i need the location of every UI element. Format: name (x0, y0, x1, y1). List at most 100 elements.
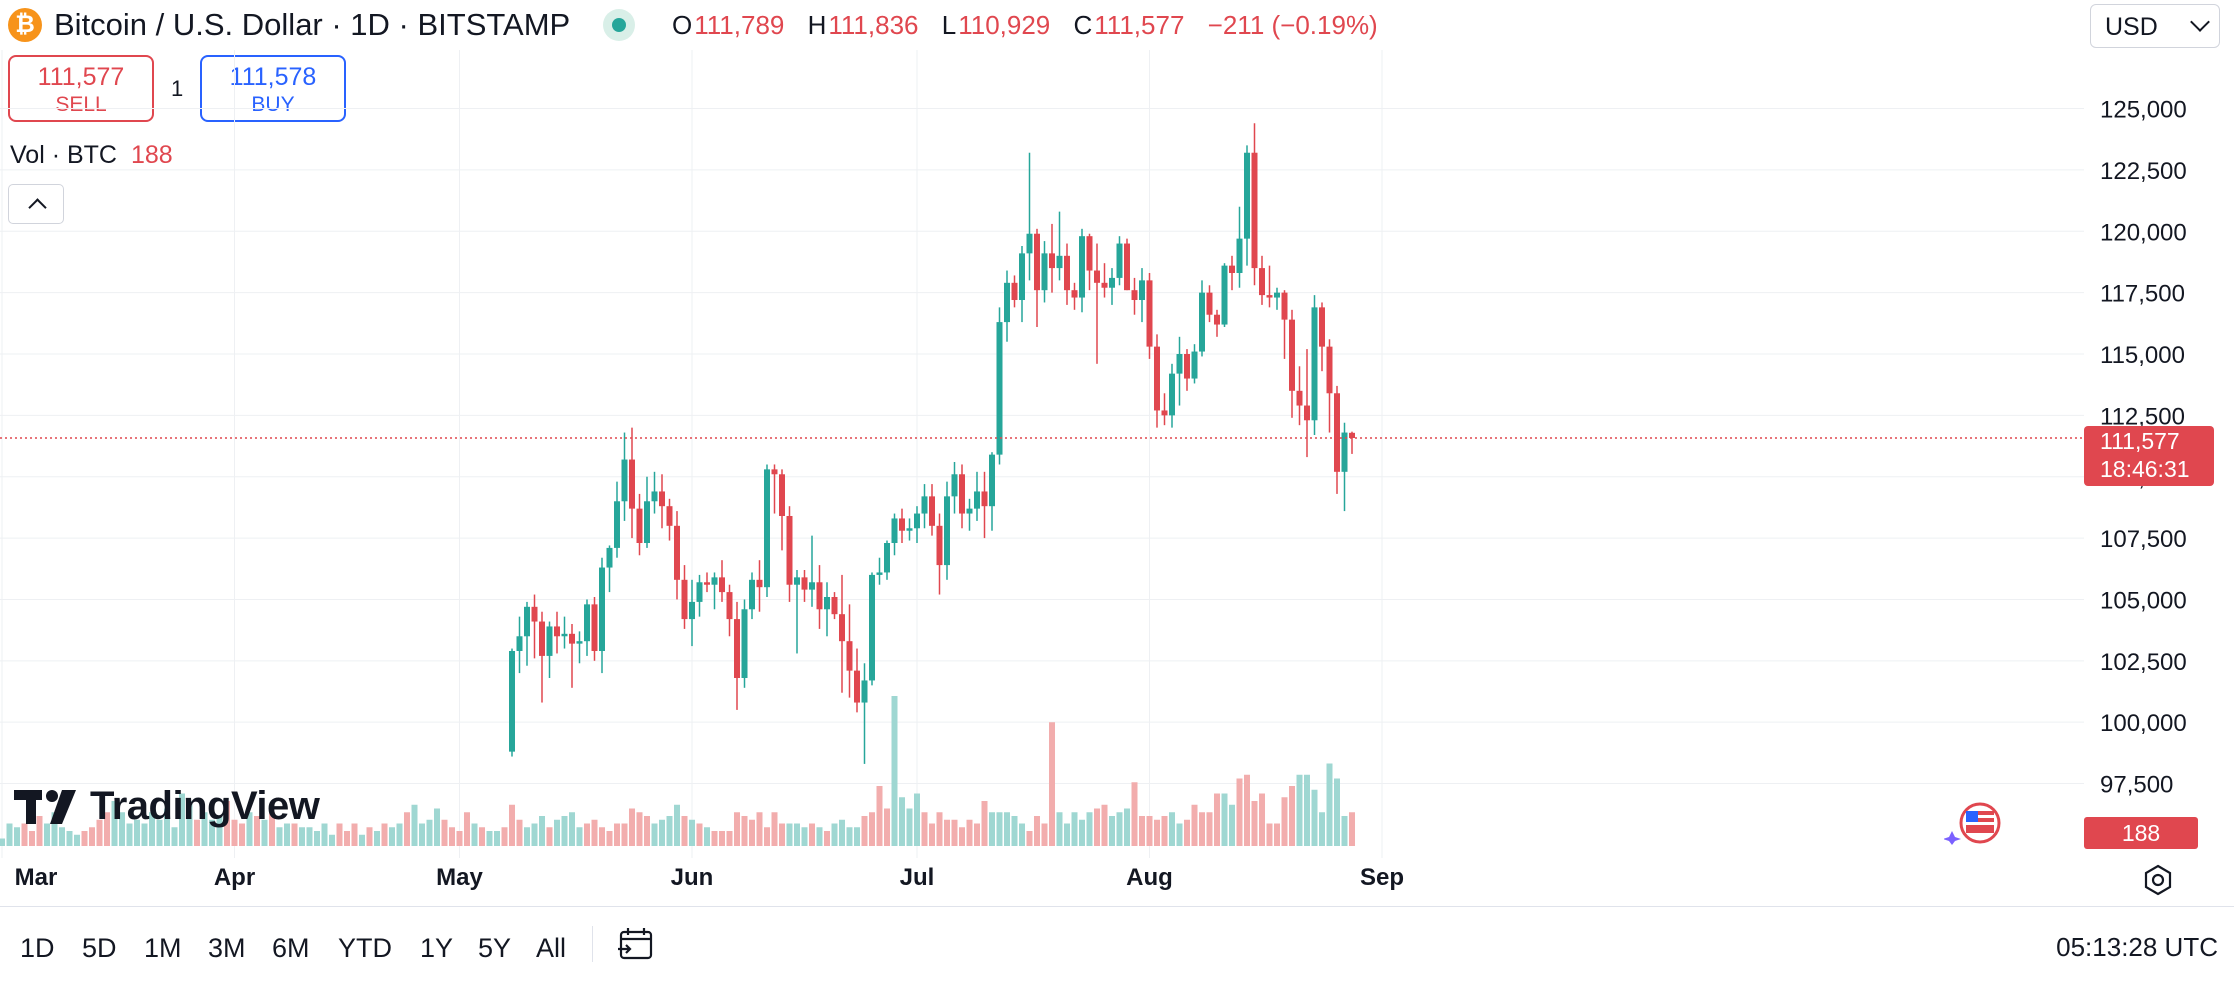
volume-legend-label: Vol · BTC (10, 141, 117, 169)
candle-body (1311, 307, 1318, 421)
candle-body (711, 577, 718, 585)
price-axis[interactable]: 97,500100,000102,500105,000107,500110,00… (2100, 97, 2187, 799)
volume-bar (936, 812, 943, 846)
volume-bar (1289, 786, 1295, 846)
range-button-1y[interactable]: 1Y (420, 933, 454, 963)
volume-bar (1304, 774, 1310, 846)
tradingview-logo[interactable]: TradingView (12, 780, 342, 836)
range-button-5y[interactable]: 5Y (478, 933, 512, 963)
candle-body (1064, 255, 1070, 291)
range-button-1m[interactable]: 1M (144, 933, 182, 963)
volume-bar (951, 819, 958, 846)
ohlc-close-value: 111,577 (1094, 10, 1185, 40)
volume-bar (726, 831, 733, 846)
candle-body (734, 619, 740, 678)
volume-legend[interactable]: Vol · BTC 188 (10, 139, 173, 171)
ohlc-open-label: O (672, 10, 693, 40)
volume-bar (1094, 808, 1100, 846)
time-axis[interactable]: Mar Apr May Jun Jul Aug Sep (0, 858, 2234, 902)
candle-body (1034, 233, 1040, 291)
volume-bar (164, 808, 170, 846)
bottom-toolbar: 1D 5D 1M 3M 6M YTD 1Y 5Y All (0, 906, 2234, 989)
volume-bar (659, 819, 665, 846)
candle (1199, 280, 1205, 357)
currency-select[interactable]: USD (2090, 4, 2220, 48)
utc-clock[interactable]: 05:13:28 UTC (2056, 932, 2218, 962)
volume-bar (1116, 812, 1123, 846)
volume-bar (1154, 819, 1160, 846)
volume-bar (456, 831, 463, 846)
volume-bar (1034, 816, 1040, 846)
candle (1146, 273, 1153, 359)
candle-body (599, 567, 605, 651)
volume-bar (1079, 819, 1085, 846)
candle-body (1184, 354, 1190, 379)
volume-bar (509, 804, 515, 846)
volume-bar (261, 819, 268, 846)
volume-bar (1064, 823, 1070, 846)
volume-bar (494, 831, 500, 846)
sell-label: SELL (55, 93, 107, 116)
spread-value: 1 (171, 76, 184, 101)
volume-bar (1214, 793, 1220, 846)
volume-bar (734, 812, 740, 846)
volume-bar (1109, 816, 1115, 846)
candle (651, 471, 658, 514)
volume-bar (419, 823, 425, 846)
range-button-all[interactable]: All (536, 933, 567, 963)
candle (509, 648, 515, 757)
range-button-5d[interactable]: 5D (82, 933, 117, 963)
candle (1071, 282, 1078, 310)
volume-bar (21, 823, 28, 846)
volume-bar (156, 819, 163, 846)
volume-bar (846, 827, 853, 846)
collapse-legend-button[interactable] (8, 184, 64, 224)
candle (1274, 287, 1280, 310)
volume-bar (434, 808, 440, 846)
volume-bar (1251, 801, 1258, 846)
chart-settings-icon[interactable] (2140, 862, 2176, 898)
price-tick-label: 122,500 (2100, 158, 2187, 185)
volume-bar (1019, 823, 1025, 846)
candle-body (824, 597, 830, 610)
toolbar-divider (592, 926, 593, 962)
candle (591, 597, 598, 661)
range-button-6m[interactable]: 6M (272, 933, 310, 963)
volume-bar (1191, 804, 1198, 846)
candle-body (974, 491, 980, 509)
candle (1176, 336, 1183, 406)
range-button-ytd[interactable]: YTD (338, 933, 392, 963)
candle (974, 471, 980, 521)
candle (1281, 290, 1288, 359)
candle (674, 511, 680, 600)
buy-button[interactable]: 111,578 BUY (200, 55, 346, 122)
candle-body (1296, 390, 1303, 406)
volume-bar (584, 823, 590, 846)
candle (1251, 123, 1258, 286)
candle-body (876, 572, 883, 575)
range-button-1d[interactable]: 1D (20, 933, 55, 963)
volume-bar (126, 823, 133, 846)
date-range-icon[interactable] (616, 924, 656, 964)
volume-bar (486, 831, 493, 846)
volume-bar (329, 834, 335, 846)
candle (1116, 236, 1123, 286)
candle-body (591, 604, 598, 651)
symbol-title[interactable]: Bitcoin / U.S. Dollar · 1D · BITSTAMP (54, 7, 571, 42)
candle (1056, 211, 1063, 281)
candle-body (681, 579, 688, 620)
sell-button[interactable]: 111,577 SELL (8, 55, 154, 122)
market-status-icon[interactable] (603, 9, 635, 41)
volume-bar (681, 816, 688, 846)
events-flag-icon[interactable] (1944, 801, 2004, 845)
candle-body (786, 516, 793, 585)
candle (846, 604, 853, 698)
candle-body (614, 501, 620, 548)
candle (711, 572, 718, 610)
volume-bar (1206, 812, 1213, 846)
range-button-3m[interactable]: 3M (208, 933, 246, 963)
volume-bar (876, 786, 883, 846)
volume-bar (14, 827, 20, 846)
candle-body (1041, 253, 1048, 291)
price-chart[interactable]: 97,500100,000102,500105,000107,500110,00… (0, 50, 2234, 858)
